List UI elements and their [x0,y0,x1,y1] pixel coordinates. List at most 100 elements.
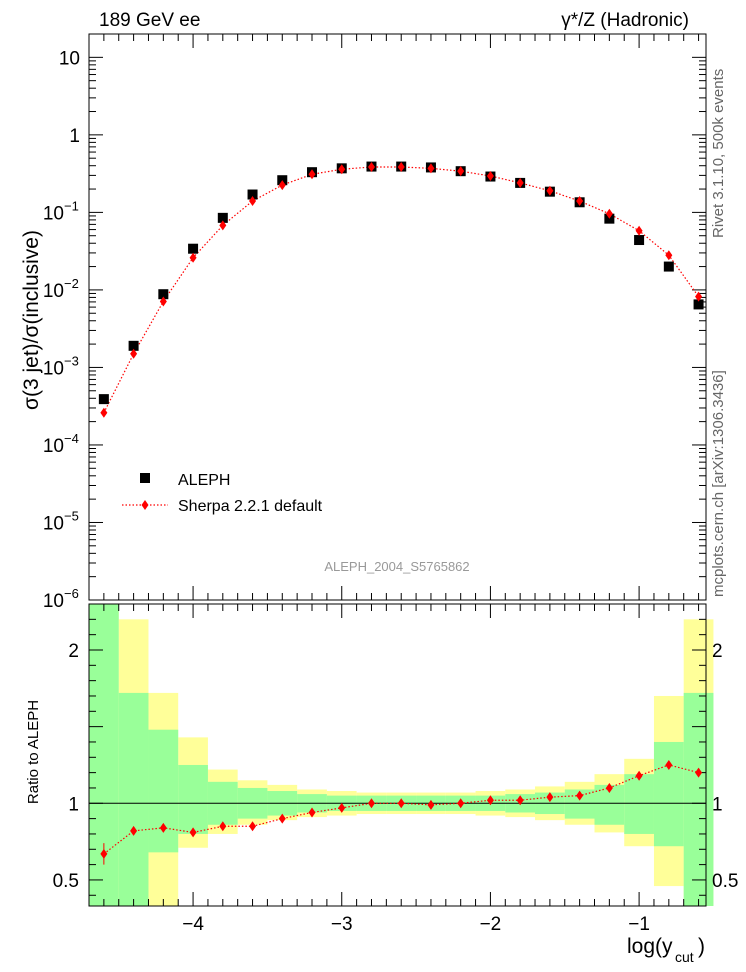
data-point [98,394,109,405]
mc-point [665,250,673,261]
mc-point [159,296,167,307]
mc-ratio-point [249,821,257,832]
y-tick-label-exp: −6 [64,586,79,601]
y-tick-label-exp: −1 [64,198,79,213]
ratio-y-tick-label: 0.5 [53,871,79,892]
y-tick-label-exp: −3 [64,353,79,368]
x-tick-label: −3 [331,914,353,935]
mc-point [516,177,524,188]
mc-point [457,166,465,177]
y-tick-label: 10 [59,48,80,69]
x-axis-title: log(y [627,935,673,958]
y-tick-label: 1 [69,126,80,147]
ratio-y-tick-label: 2 [68,641,79,662]
y-axis-title: σ(3 jet)/σ(inclusive) [20,230,43,410]
mc-ratio-point [546,792,554,803]
mc-ratio-point [516,795,524,806]
mc-point [486,170,494,181]
data-point [634,235,645,246]
mc-ratio-point [100,848,108,859]
mc-ratio-point [397,798,405,809]
ratio-panel: 0.5 0.5 1 1 2 2 −4 −3 −2 −1 Ratio to ALEPH log(y cut… [25,603,738,965]
uncertainty-band-inner [653,741,684,847]
ratio-frame [88,603,707,907]
mc-point [308,169,316,180]
uncertainty-band-inner [178,764,208,834]
mc-point [546,185,554,196]
legend-label: Sherpa 2.2.1 default [178,498,323,515]
mc-ratio-point [635,770,643,781]
data-point [663,261,674,272]
y-tick-label-base: 10 [43,281,64,302]
mc-ratio-point [308,807,316,818]
y-tick-label: 10 [43,591,64,612]
mc-point [397,161,405,172]
mc-ratio-point [576,790,584,801]
data-point [128,340,139,351]
mc-point [576,196,584,207]
y-tick-label: 10 [43,358,64,379]
mc-point [130,348,138,359]
mc-ratio-point [367,798,375,809]
ratio-y-tick-label: 1 [68,794,79,815]
y-tick-label-exp: −2 [64,276,79,291]
mc-point [695,291,703,302]
mc-ratio-point [605,782,613,793]
mc-ratio-point [665,759,673,770]
ratio-y-tick-label-right: 2 [712,641,723,662]
mc-ratio-point [159,822,167,833]
mc-point [249,196,257,207]
y-tick-label-base: 10 [43,436,64,457]
legend-marker-mc [141,500,149,510]
mc-ratio-point [189,827,197,838]
header-right: γ*/Z (Hadronic) [561,10,689,31]
y-tick-label-base: 10 [43,591,64,612]
mc-ratio-point [219,821,227,832]
uncertainty-band-inner [624,774,654,834]
mc-ratio-point [130,825,138,836]
ratio-y-axis-title: Ratio to ALEPH [25,700,42,804]
mc-ratio-point [695,767,703,778]
x-tick-label: −1 [628,914,650,935]
mc-point [100,407,108,418]
mc-line [103,166,700,414]
data-point [693,299,704,310]
mc-point [278,180,286,191]
x-tick-label: −2 [480,914,502,935]
mc-ratio-point [427,799,435,810]
y-tick-label-base: 10 [59,48,80,69]
y-tick-label: 10 [43,513,64,534]
legend-marker-data [140,473,150,483]
legend-label: ALEPH [178,472,230,489]
data-point [247,189,258,200]
mc-point [219,220,227,231]
data-point [188,243,199,254]
y-tick-label-base: 10 [43,513,64,534]
mc-point [338,164,346,175]
mc-ratio-point [486,795,494,806]
rivet-label: Rivet 3.1.10, 500k events [710,69,727,238]
ratio-y-tick-label-right: 1 [712,794,723,815]
x-axis-title-sub: cut [675,949,694,965]
data-point [217,212,228,223]
y-tick-label: 10 [43,281,64,302]
y-tick-label-exp: −4 [64,431,79,446]
mc-point [189,252,197,263]
x-tick-label: −4 [182,914,204,935]
analysis-label: ALEPH_2004_S5765862 [324,559,469,574]
mc-point [605,208,613,219]
y-tick-label-base: 10 [43,358,64,379]
mc-point [427,163,435,174]
uncertainty-band-inner [118,692,149,906]
ratio-y-tick-label-right: 0.5 [712,871,738,892]
uncertainty-band-inner [683,692,714,906]
data-point [158,289,169,300]
y-tick-label-base: 10 [43,203,64,224]
y-tick-label-base: 1 [69,126,80,147]
x-axis-title-close: ) [698,935,705,958]
uncertainty-band-inner [148,729,179,853]
mc-point [367,161,375,172]
main-frame [88,33,707,601]
